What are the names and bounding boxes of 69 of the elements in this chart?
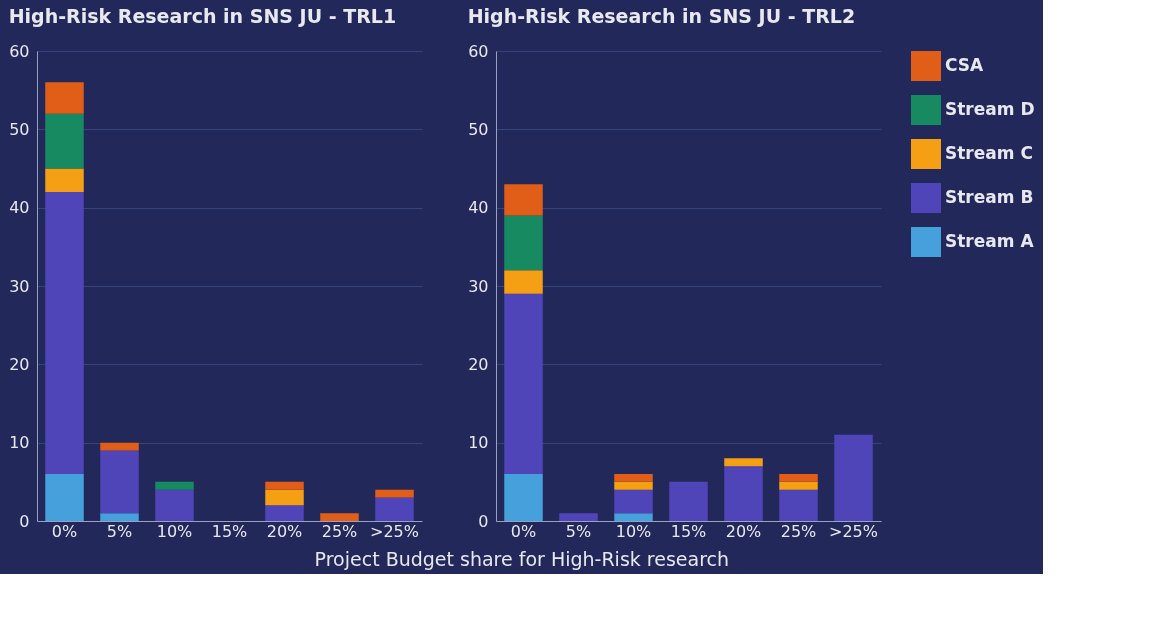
bar bbox=[834, 434, 873, 521]
bar bbox=[45, 113, 84, 169]
bar bbox=[100, 450, 139, 514]
y-tick-label: 10 bbox=[468, 433, 489, 453]
y-tick-label: 40 bbox=[9, 198, 30, 218]
chart-title: High-Risk Research in SNS JU - TRL1 bbox=[8, 5, 397, 27]
x-tick-label: 10% bbox=[156, 521, 193, 541]
bar bbox=[779, 481, 818, 490]
x-tick-label: 15% bbox=[211, 521, 248, 541]
bar bbox=[504, 270, 543, 294]
legend-label: Stream C bbox=[945, 143, 1033, 163]
legend-label: Stream D bbox=[945, 99, 1035, 119]
bar bbox=[265, 505, 304, 521]
y-tick-label: 50 bbox=[9, 119, 30, 139]
bar bbox=[155, 481, 194, 490]
bar bbox=[265, 481, 304, 490]
bar bbox=[155, 489, 194, 521]
bar bbox=[669, 481, 708, 521]
x-tick-label: >25% bbox=[370, 521, 419, 541]
bar bbox=[375, 489, 414, 498]
bar bbox=[100, 442, 139, 451]
bar bbox=[504, 293, 543, 474]
x-tick-label: >25% bbox=[829, 521, 878, 541]
bar bbox=[45, 192, 84, 474]
bar bbox=[45, 474, 84, 521]
x-tick-label: 15% bbox=[670, 521, 707, 541]
y-tick-label: 60 bbox=[9, 41, 30, 61]
x-tick-label: 10% bbox=[615, 521, 652, 541]
bar bbox=[100, 513, 139, 521]
bar bbox=[614, 474, 653, 482]
x-tick-label: 20% bbox=[266, 521, 303, 541]
bar bbox=[724, 458, 763, 467]
bar bbox=[504, 474, 543, 521]
bar bbox=[504, 184, 543, 216]
bar bbox=[559, 513, 598, 521]
x-tick-label: 20% bbox=[725, 521, 762, 541]
y-tick-label: 40 bbox=[468, 198, 489, 218]
bar bbox=[320, 513, 359, 521]
bar bbox=[265, 489, 304, 506]
x-tick-label: 25% bbox=[780, 521, 817, 541]
x-tick-label: 0% bbox=[51, 521, 78, 541]
x-tick-label: 5% bbox=[565, 521, 592, 541]
bar bbox=[504, 215, 543, 271]
y-tick-label: 10 bbox=[9, 433, 30, 453]
legend-label: Stream B bbox=[945, 187, 1034, 207]
y-tick-label: 0 bbox=[478, 511, 489, 531]
bar bbox=[779, 474, 818, 482]
bar bbox=[45, 82, 84, 114]
legend-label: Stream A bbox=[945, 231, 1035, 251]
chart-title: High-Risk Research in SNS JU - TRL2 bbox=[467, 5, 856, 27]
y-tick-label: 30 bbox=[9, 276, 30, 296]
y-tick-label: 20 bbox=[468, 354, 489, 374]
x-tick-label: 5% bbox=[106, 521, 133, 541]
bar bbox=[779, 489, 818, 521]
y-tick-label: 50 bbox=[468, 119, 489, 139]
legend-label: CSA bbox=[945, 55, 985, 75]
x-tick-label: 25% bbox=[321, 521, 358, 541]
bar bbox=[724, 466, 763, 521]
x-tick-label: 0% bbox=[510, 521, 537, 541]
y-tick-label: 0 bbox=[19, 511, 30, 531]
y-tick-label: 60 bbox=[468, 41, 489, 61]
bar bbox=[614, 513, 653, 521]
bar bbox=[45, 168, 84, 192]
x-axis-title: Project Budget share for High-Risk research bbox=[314, 548, 730, 570]
bar bbox=[614, 489, 653, 514]
bar bbox=[614, 481, 653, 490]
y-tick-label: 30 bbox=[468, 276, 489, 296]
bar bbox=[375, 497, 414, 521]
y-tick-label: 20 bbox=[9, 354, 30, 374]
